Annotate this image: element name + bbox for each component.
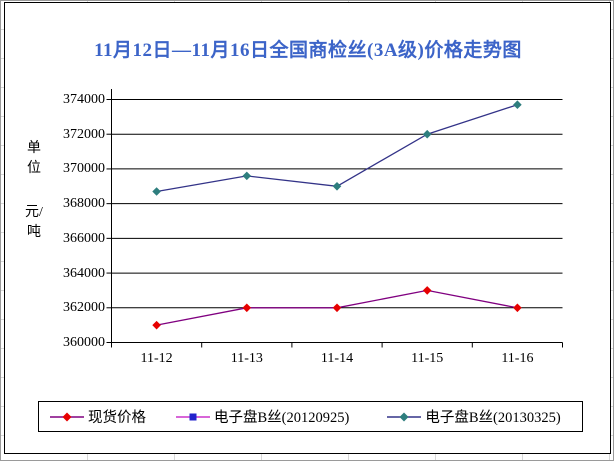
y-axis-unit-label-top: 单位 [27, 141, 41, 176]
y-axis-tick-label: 370000 [63, 161, 105, 177]
data-point-marker [242, 303, 252, 313]
legend-item-eboard-20130325: 电子盘B丝(20130325) [387, 406, 561, 427]
y-axis-tick-label: 372000 [63, 126, 105, 142]
x-axis-tick-label: 11-16 [501, 351, 534, 366]
chart-title: 11月12日—11月16日全国商检丝(3A级)价格走势图 [94, 40, 522, 61]
y-axis-tick-label: 374000 [63, 92, 105, 107]
spot-price-legend-marker [50, 412, 84, 421]
y-axis-tick-label: 360000 [63, 335, 105, 350]
y-axis-tick-label: 364000 [63, 265, 105, 281]
x-axis-tick-label: 11-12 [140, 351, 173, 366]
square-marker-icon [189, 413, 197, 420]
y-axis-tick-label: 366000 [63, 230, 105, 246]
data-point-marker [513, 303, 522, 313]
data-point-marker [242, 171, 252, 181]
x-axis-tick-label: 11-14 [320, 351, 354, 366]
eboard-20130325-legend-marker [387, 412, 422, 421]
series-line [156, 104, 518, 193]
legend-label-eboard-20120925: 电子盘B丝(20120925) [214, 410, 350, 426]
chart-canvas [4, 2, 611, 454]
data-point-marker [332, 181, 342, 191]
x-axis-tick-label: 11-13 [230, 351, 263, 366]
legend: 现货价格 电子盘B丝(20120925) 电子盘B丝(20130325) [38, 401, 583, 432]
data-point-marker [152, 320, 161, 330]
diamond-marker-icon [62, 412, 72, 421]
y-axis-tick-label: 362000 [63, 300, 105, 316]
legend-label-spot-price: 现货价格 [88, 410, 146, 426]
legend-label-eboard-20130325: 电子盘B丝(20130325) [425, 410, 561, 426]
data-point-marker [332, 303, 342, 313]
eboard-20120925-legend-marker [176, 413, 210, 420]
data-point-marker [422, 129, 432, 139]
x-axis-tick-label: 11-15 [411, 351, 444, 366]
y-axis-unit-label-bottom: 元/吨 [25, 205, 43, 240]
diamond-marker-icon [399, 412, 409, 421]
legend-item-eboard-20120925: 电子盘B丝(20120925) [176, 406, 349, 427]
data-point-marker [422, 286, 432, 295]
data-point-marker [152, 187, 161, 196]
y-axis-tick-label: 368000 [63, 196, 105, 212]
legend-item-spot-price: 现货价格 [50, 406, 146, 427]
data-point-marker [513, 100, 522, 110]
